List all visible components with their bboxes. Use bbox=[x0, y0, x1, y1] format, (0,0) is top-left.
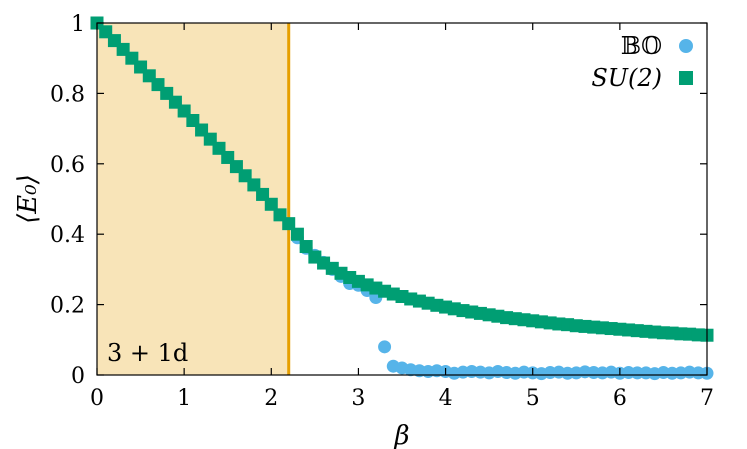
axis-layer: 0 1 2 3 4 5 6 7 0 0.2 0.4 0.6 0.8 1 bbox=[50, 12, 714, 411]
legend: 𝔹𝕆 SU(2) bbox=[591, 32, 693, 92]
y-tick-label: 0.2 bbox=[50, 294, 85, 319]
data-point-square bbox=[290, 227, 304, 241]
series-0 bbox=[290, 231, 714, 381]
x-tick-label: 1 bbox=[177, 386, 191, 411]
legend-marker-su2 bbox=[679, 71, 693, 85]
x-axis-label: β bbox=[393, 421, 409, 449]
y-tick-label: 0.6 bbox=[50, 153, 85, 178]
x-tick-label: 6 bbox=[613, 386, 627, 411]
plot-frame bbox=[96, 22, 708, 376]
legend-label-bo: 𝔹𝕆 bbox=[621, 32, 662, 60]
legend-label-su2: SU(2) bbox=[591, 64, 662, 92]
data-point-square bbox=[299, 240, 313, 254]
data-point-square bbox=[282, 217, 296, 231]
x-tick-label: 0 bbox=[90, 386, 104, 411]
y-tick-label: 0 bbox=[71, 364, 85, 389]
x-tick-label: 5 bbox=[526, 386, 540, 411]
x-tick-label: 4 bbox=[439, 386, 453, 411]
x-tick-label: 7 bbox=[700, 386, 714, 411]
data-point-circle bbox=[378, 340, 392, 354]
data-point-square bbox=[264, 197, 278, 211]
y-tick-label: 0.8 bbox=[50, 82, 85, 107]
y-tick-label: 0.4 bbox=[50, 223, 85, 248]
x-tick-label: 2 bbox=[264, 386, 278, 411]
legend-marker-bo bbox=[679, 39, 693, 53]
series-1 bbox=[90, 16, 714, 342]
y-tick-label: 1 bbox=[71, 12, 85, 37]
region-annotation: 3 + 1d bbox=[107, 339, 188, 367]
y-axis-label: ⟨E₀⟩ bbox=[13, 174, 43, 224]
x-tick-label: 3 bbox=[351, 386, 365, 411]
data-point-square bbox=[256, 187, 270, 201]
series-layer bbox=[90, 16, 714, 381]
